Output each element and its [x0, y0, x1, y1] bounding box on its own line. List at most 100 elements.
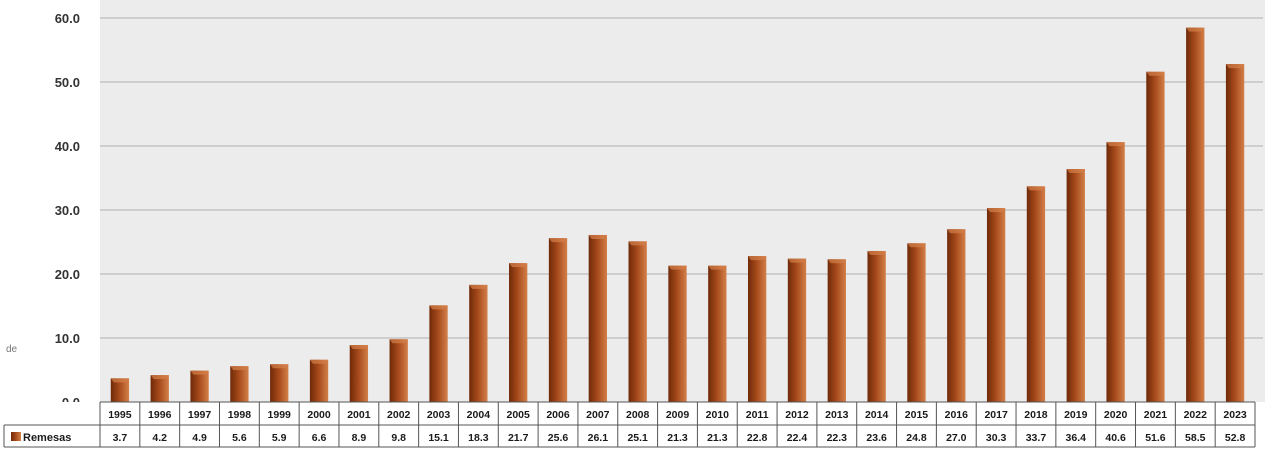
x-tick-label: 1998	[228, 409, 252, 421]
data-label: 27.0	[946, 432, 967, 444]
data-label: 15.1	[428, 432, 449, 444]
x-tick-label: 2004	[467, 409, 491, 421]
data-label: 4.9	[192, 432, 207, 444]
bar-cap-2009	[668, 265, 687, 270]
data-label: 51.6	[1145, 432, 1166, 444]
x-tick-label: 2000	[307, 409, 331, 421]
x-tick-label: 2020	[1104, 409, 1128, 421]
y-tick-label: 30.0	[55, 203, 80, 218]
data-label: 40.6	[1105, 432, 1126, 444]
data-label: 58.5	[1185, 432, 1206, 444]
data-label: 30.3	[986, 432, 1007, 444]
data-label: 22.8	[747, 432, 768, 444]
x-tick-label: 2018	[1024, 409, 1048, 421]
x-tick-label: 1995	[108, 409, 132, 421]
bar-2017	[986, 208, 1006, 402]
x-tick-label: 2011	[746, 409, 769, 421]
bar-cap-2012	[787, 258, 807, 263]
x-tick-label: 2007	[586, 409, 610, 421]
y-tick-label: 40.0	[55, 139, 80, 154]
x-tick-label: 2002	[387, 409, 411, 421]
data-label: 8.9	[352, 432, 367, 444]
x-tick-label: 2022	[1184, 409, 1208, 421]
bar-cap-1998	[230, 366, 249, 371]
bar-cap-2015	[907, 243, 926, 248]
x-tick-label: 2021	[1144, 409, 1168, 421]
x-tick-label: 2005	[507, 409, 531, 421]
bar-cap-2017	[986, 208, 1006, 213]
data-label: 18.3	[468, 432, 489, 444]
y-tick-label: 60.0	[55, 11, 80, 26]
bar-2002	[389, 339, 408, 402]
x-tick-label: 2015	[905, 409, 929, 421]
data-label: 6.6	[312, 432, 327, 444]
bar-2004	[469, 284, 488, 402]
bar-cap-2004	[469, 284, 488, 289]
data-label: 4.2	[152, 432, 167, 444]
bar-cap-2000	[309, 359, 329, 364]
bar-cap-1999	[270, 364, 289, 369]
bar-cap-2003	[429, 305, 448, 310]
bar-cap-2023	[1225, 64, 1245, 69]
data-label: 23.6	[866, 432, 887, 444]
data-label: 25.1	[627, 432, 648, 444]
bar-cap-1995	[110, 378, 130, 383]
x-tick-label: 2017	[984, 409, 1008, 421]
bar-2020	[1106, 142, 1125, 402]
y-tick-label: 50.0	[55, 75, 80, 90]
x-tick-label: 2006	[546, 409, 570, 421]
bar-cap-2022	[1186, 27, 1205, 32]
bar-1999	[270, 364, 289, 402]
bar-2003	[429, 305, 448, 402]
data-label: 3.7	[113, 432, 128, 444]
bar-cap-2021	[1146, 71, 1165, 76]
x-tick-label: 1999	[268, 409, 292, 421]
bar-2019	[1066, 169, 1085, 402]
bar-2006	[548, 238, 568, 402]
bar-2018	[1026, 186, 1046, 402]
bar-cap-2002	[389, 339, 408, 344]
data-label: 22.3	[827, 432, 848, 444]
bar-1995	[110, 378, 130, 402]
bar-2021	[1146, 71, 1165, 402]
bar-series-remesas	[110, 27, 1245, 402]
x-tick-label: 2001	[347, 409, 371, 421]
legend-label-remesas: Remesas	[23, 432, 71, 444]
bar-2013	[827, 259, 846, 402]
data-label: 26.1	[588, 432, 609, 444]
data-label: 5.6	[232, 432, 247, 444]
bar-1998	[230, 366, 249, 402]
y-tick-label: 10.0	[55, 331, 80, 346]
data-label: 22.4	[787, 432, 808, 444]
bar-1996	[150, 375, 169, 402]
bar-cap-2010	[708, 265, 727, 270]
bar-cap-2008	[628, 241, 647, 246]
legend-swatch-remesas	[11, 432, 21, 441]
data-label: 21.3	[667, 432, 688, 444]
bar-2009	[668, 265, 687, 402]
x-tick-label: 2016	[945, 409, 969, 421]
y-tick-label: 20.0	[55, 267, 80, 282]
bar-2011	[747, 256, 767, 402]
bar-2012	[787, 258, 807, 402]
y-axis-label-fragment: de	[6, 344, 18, 355]
bar-cap-2011	[747, 256, 767, 261]
bar-2015	[907, 243, 926, 402]
x-tick-label: 2019	[1064, 409, 1088, 421]
bar-2022	[1186, 27, 1205, 402]
data-label: 21.3	[707, 432, 728, 444]
x-tick-label: 2014	[865, 409, 889, 421]
bar-2005	[509, 263, 528, 402]
bar-2008	[628, 241, 647, 402]
bar-2007	[588, 234, 608, 402]
data-label: 36.4	[1066, 432, 1087, 444]
bar-2000	[309, 359, 329, 402]
x-tick-label: 2008	[626, 409, 650, 421]
bar-cap-2007	[588, 234, 608, 239]
bar-cap-2014	[867, 250, 886, 255]
bar-1997	[190, 370, 209, 402]
bar-2023	[1225, 64, 1245, 402]
bar-cap-2016	[947, 229, 966, 234]
data-label: 9.8	[391, 432, 406, 444]
